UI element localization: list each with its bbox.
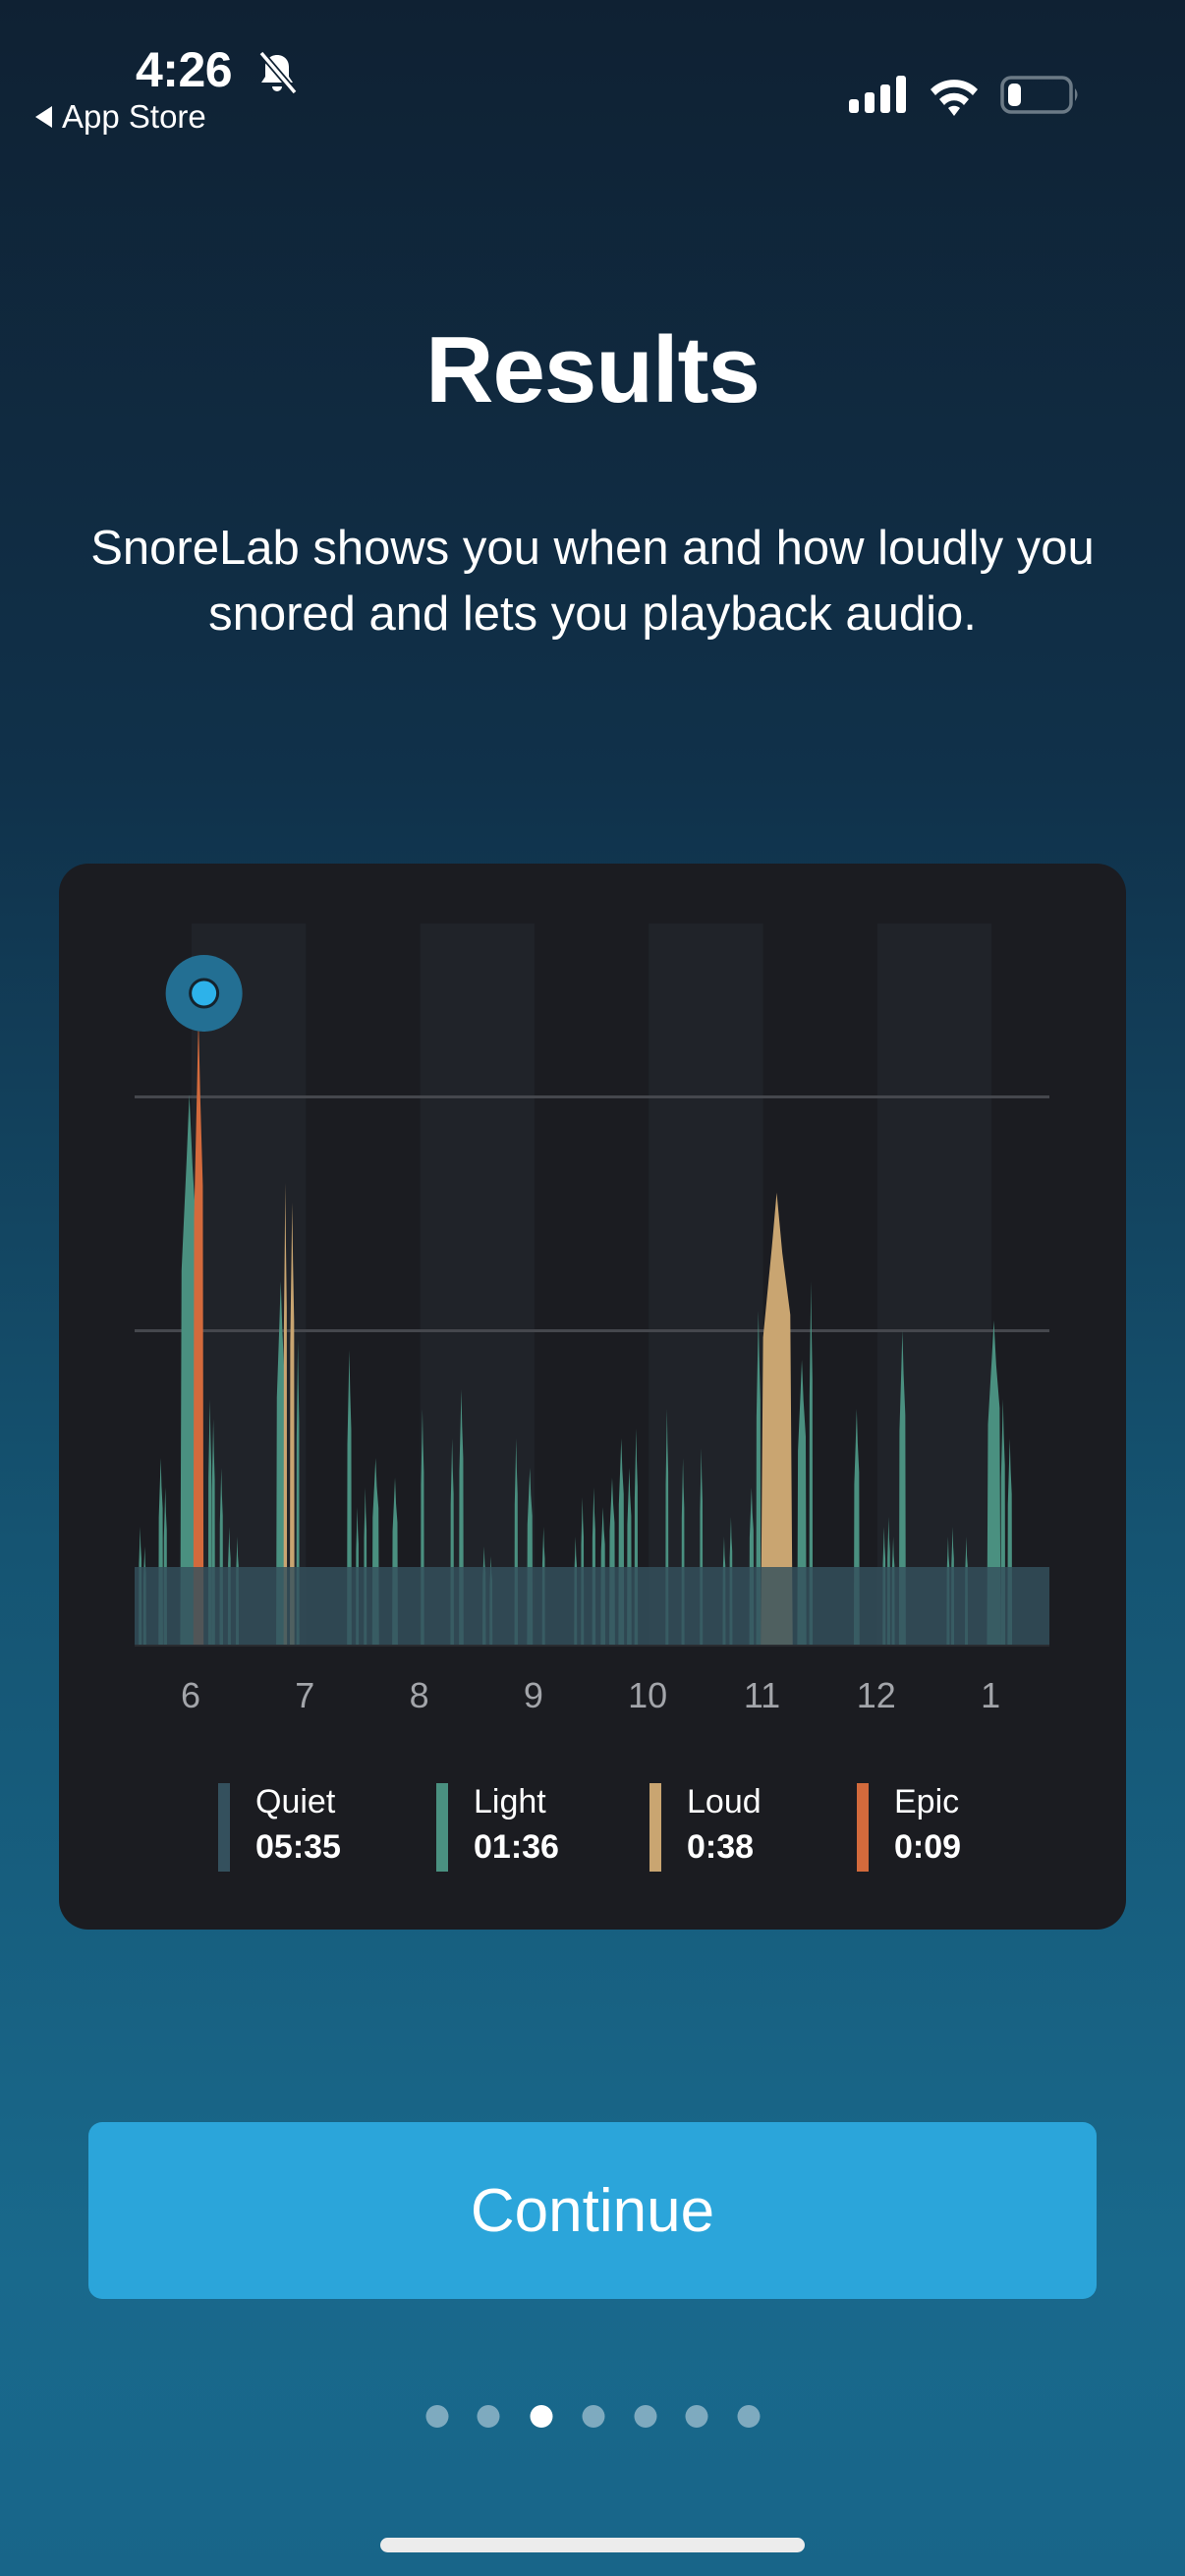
legend-light-label: Light — [474, 1783, 546, 1820]
legend-epic-duration: 0:09 — [894, 1828, 962, 1866]
light-snore-spike — [809, 1281, 814, 1645]
wifi-icon — [931, 80, 978, 116]
quiet-level-band — [135, 1567, 1049, 1645]
cellular-signal-icon — [849, 76, 906, 113]
light-snore-spike — [898, 1330, 906, 1645]
x-tick-label: 7 — [295, 1675, 315, 1715]
light-snore-spike — [756, 1311, 762, 1645]
light-snore-spike — [987, 1320, 1001, 1645]
continue-button[interactable]: Continue — [88, 2122, 1097, 2299]
page-dot[interactable] — [477, 2405, 500, 2428]
bell-slash-icon — [258, 50, 298, 95]
page-dot[interactable] — [685, 2405, 708, 2428]
x-tick-label: 11 — [743, 1675, 781, 1715]
x-tick-label: 8 — [409, 1675, 429, 1715]
gridline — [135, 1095, 1049, 1098]
baseline — [135, 1645, 1049, 1647]
x-tick-label: 6 — [180, 1675, 201, 1715]
epic-snore-spike — [193, 1016, 204, 1645]
loud-snore-spike — [283, 1183, 288, 1645]
page-indicator[interactable] — [0, 2405, 1185, 2429]
light-swatch — [436, 1783, 448, 1872]
home-indicator[interactable] — [380, 2538, 805, 2552]
x-tick-label: 9 — [523, 1675, 543, 1715]
x-tick-label: 1 — [981, 1675, 1001, 1715]
page-dot[interactable] — [425, 2405, 449, 2428]
back-triangle-icon — [35, 106, 52, 128]
legend-loud-duration: 0:38 — [687, 1828, 755, 1866]
loud-snore-spike — [290, 1203, 295, 1645]
legend-light-duration: 01:36 — [474, 1828, 559, 1866]
status-time: 4:26 — [136, 42, 233, 97]
battery-low-icon — [1000, 76, 1078, 114]
epic-swatch — [857, 1783, 869, 1872]
quiet-swatch — [218, 1783, 230, 1872]
loud-snore-spike — [761, 1193, 793, 1645]
legend-loud-label: Loud — [687, 1783, 762, 1820]
x-tick-label: 12 — [856, 1675, 896, 1715]
light-snore-spike — [276, 1281, 286, 1645]
page-dot[interactable] — [582, 2405, 605, 2428]
page-subtitle: SnoreLab shows you when and how loudly y… — [90, 522, 1095, 641]
page-title: Results — [425, 317, 761, 422]
legend-quiet-label: Quiet — [255, 1783, 336, 1820]
selected-point-marker[interactable] — [189, 978, 220, 1009]
page-dot-active[interactable] — [530, 2405, 553, 2428]
snore-results-chart-card — [59, 864, 1126, 1930]
gridline — [135, 1329, 1049, 1332]
loud-swatch — [649, 1783, 661, 1872]
page-dot[interactable] — [634, 2405, 657, 2428]
snore-intensity-chart — [135, 924, 1049, 1647]
legend-epic-label: Epic — [894, 1783, 960, 1820]
back-label: App Store — [62, 98, 206, 135]
x-tick-label: 10 — [628, 1675, 668, 1715]
legend-quiet-duration: 05:35 — [255, 1828, 341, 1866]
page-dot[interactable] — [737, 2405, 761, 2428]
hour-band — [876, 924, 992, 1645]
back-to-app-store-link[interactable]: App Store — [35, 98, 206, 136]
